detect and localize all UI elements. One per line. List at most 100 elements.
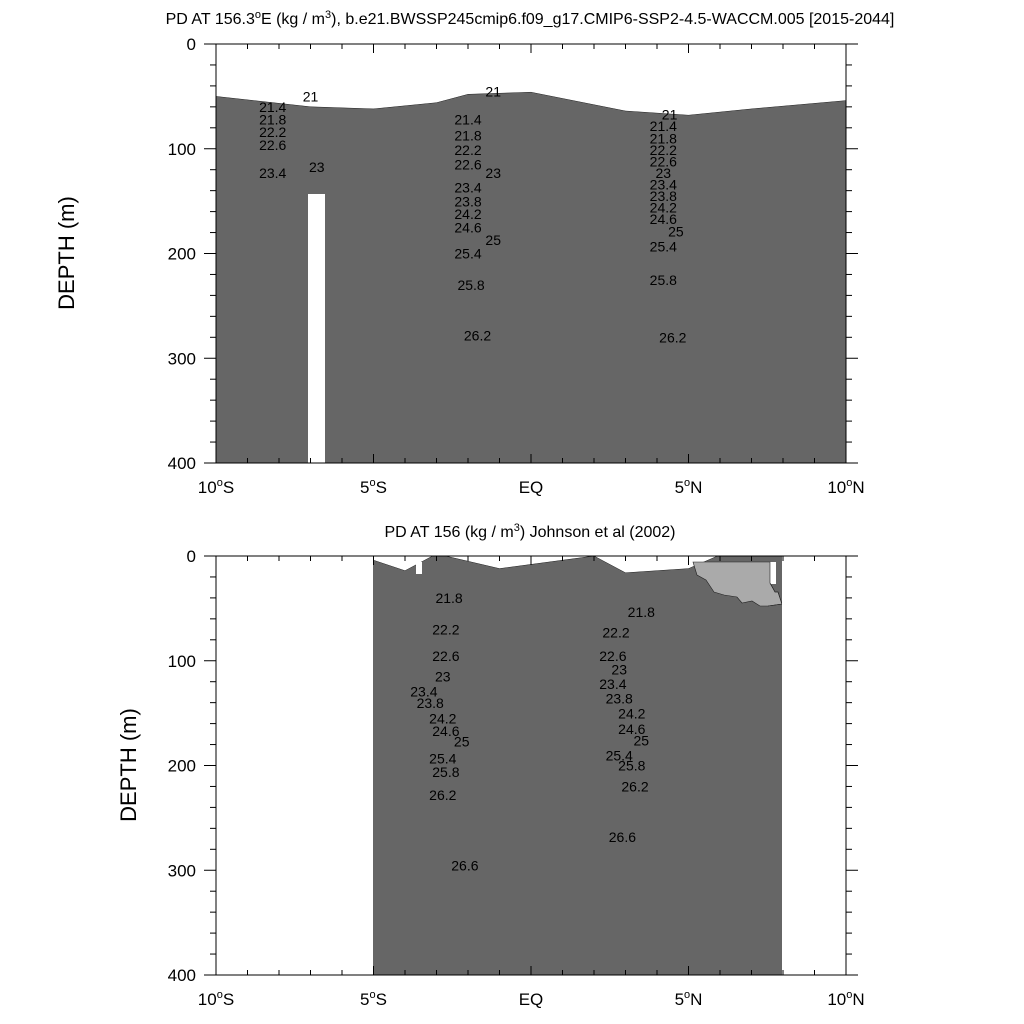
contour-label: 23.8 (417, 695, 444, 711)
missing-data-column (308, 194, 325, 463)
x-tick-label: EQ (519, 990, 544, 1009)
y-tick-label: 100 (168, 652, 196, 671)
contour-label: 26.2 (659, 330, 686, 346)
density-bands (216, 556, 846, 975)
contour-label: 21 (303, 89, 319, 105)
panel-top: PD AT 156.3oE (kg / m3), b.e21.BWSSP245c… (54, 9, 895, 497)
contour-label: 21.4 (650, 118, 677, 134)
contour-label: 23 (435, 669, 451, 685)
contour-label: 26.6 (609, 829, 636, 845)
contour-label: 24.6 (618, 721, 645, 737)
contour-label: 23 (611, 661, 627, 677)
axes: 10oS 5oS EQ 5oN 10oN 0 100 200 300 400 (168, 35, 865, 497)
missing-data-patches (216, 556, 846, 975)
contour-label: 22.6 (454, 157, 481, 173)
contour-label: 24.2 (650, 200, 677, 216)
contour-label: 25.4 (650, 238, 677, 254)
contour-label: 26.2 (621, 779, 648, 795)
contour-label: 21.8 (628, 604, 655, 620)
contour-label: 21.8 (435, 590, 462, 606)
contour-label: 23 (309, 159, 325, 175)
y-tick-label: 200 (168, 245, 196, 264)
panel-bottom-plot-area (216, 556, 846, 975)
x-tick-label: EQ (519, 478, 544, 497)
contour-label: 25 (485, 232, 501, 248)
panel-top-plot-area (216, 44, 846, 463)
contour-label: 21.4 (454, 112, 481, 128)
contour-label: 25 (668, 224, 684, 240)
contour-label: 21.8 (650, 131, 677, 147)
contour-label: 23 (656, 165, 672, 181)
y-tick-label: 0 (187, 547, 196, 566)
contour-label: 25.4 (606, 747, 633, 763)
contour-label: 25.8 (457, 277, 484, 293)
x-tick-label: 10oN (827, 477, 864, 497)
contour-label: 21 (662, 106, 678, 122)
x-tick-label: 5oN (675, 477, 703, 497)
contour-label: 23.4 (454, 180, 481, 196)
contour-label: 26.6 (451, 857, 478, 873)
y-tick-label: 200 (168, 757, 196, 776)
contour-label: 24.2 (618, 705, 645, 721)
density-bands (216, 91, 846, 463)
x-tick-label: 10oS (198, 989, 234, 1009)
contour-label: 23.4 (650, 177, 677, 193)
contour-label: 22.6 (259, 137, 286, 153)
contour-label: 23.4 (259, 165, 286, 181)
panel-bottom: PD AT 156 (kg / m3) Johnson et al (2002)… (116, 522, 865, 1009)
contour-label: 25 (454, 734, 470, 750)
y-axis-title: DEPTH (m) (116, 708, 141, 822)
y-axis-title: DEPTH (m) (54, 196, 79, 310)
contour-label: 22.6 (599, 648, 626, 664)
contour-label: 23.8 (454, 193, 481, 209)
x-tick-label: 5oN (675, 989, 703, 1009)
y-tick-label: 0 (187, 35, 196, 54)
contour-label: 22.6 (650, 154, 677, 170)
contour-label: 25.4 (454, 246, 481, 262)
contour-label: 25 (634, 733, 650, 749)
contour-label: 21 (485, 83, 501, 99)
y-tick-label: 300 (168, 861, 196, 880)
x-tick-label: 5oS (360, 477, 387, 497)
x-tick-label: 10oS (198, 477, 234, 497)
contour-label: 22.2 (650, 142, 677, 158)
contour-label: 23.4 (410, 683, 437, 699)
y-tick-label: 300 (168, 349, 196, 368)
contour-band (216, 556, 846, 975)
contour-label: 25.8 (618, 758, 645, 774)
contour-label: 22.2 (432, 622, 459, 638)
contour-label: 21.4 (259, 99, 286, 115)
contour-label: 21.8 (259, 112, 286, 128)
contour-label: 24.2 (454, 206, 481, 222)
y-tick-label: 400 (168, 966, 196, 985)
axes: 10oS 5oS EQ 5oN 10oN 0 100 200 300 400 (168, 547, 865, 1009)
y-tick-label: 400 (168, 454, 196, 473)
contour-label: 25.8 (432, 764, 459, 780)
contour-label: 22.2 (454, 142, 481, 158)
contour-label: 23 (485, 165, 501, 181)
contour-label: 23.8 (650, 188, 677, 204)
contour-label: 24.6 (432, 723, 459, 739)
contour-label: 23.4 (599, 676, 626, 692)
contour-label: 26.2 (429, 787, 456, 803)
contour-label: 21.8 (454, 127, 481, 143)
contour-label: 24.6 (650, 211, 677, 227)
contour-label: 24.6 (454, 220, 481, 236)
y-tick-label: 100 (168, 140, 196, 159)
contour-label: 22.2 (259, 124, 286, 140)
contour-label: 25.4 (429, 750, 456, 766)
contour-label: 22.2 (602, 625, 629, 641)
panel-top-title: PD AT 156.3oE (kg / m3), b.e21.BWSSP245c… (166, 9, 895, 28)
x-tick-label: 10oN (827, 989, 864, 1009)
contour-label: 26.2 (464, 327, 491, 343)
contour-label: 24.2 (429, 711, 456, 727)
contour-label: 22.6 (432, 648, 459, 664)
panel-bottom-title: PD AT 156 (kg / m3) Johnson et al (2002) (384, 522, 675, 541)
contour-band (216, 91, 846, 463)
contour-label: 23.8 (606, 691, 633, 707)
contour-label: 25.8 (650, 272, 677, 288)
x-tick-label: 5oS (360, 989, 387, 1009)
